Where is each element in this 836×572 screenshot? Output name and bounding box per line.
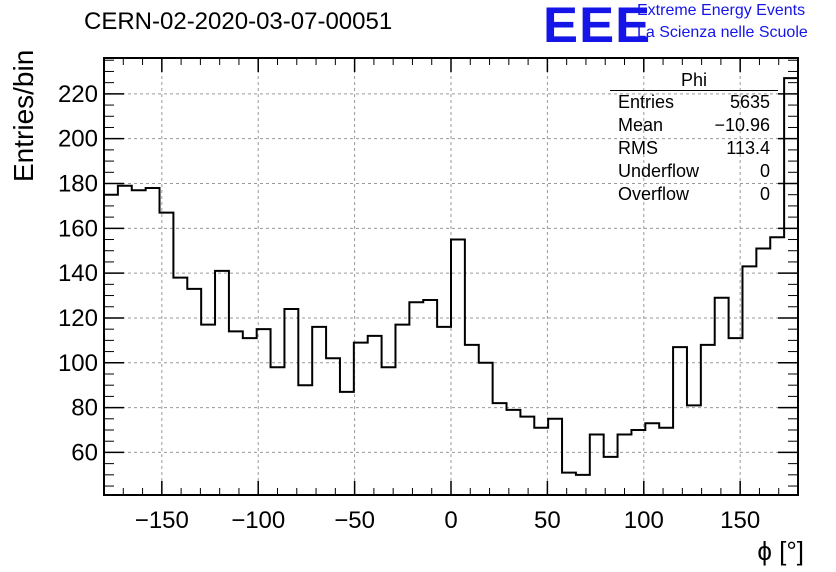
stats-row-overflow: Overflow 0: [610, 183, 778, 206]
y-axis-ticks: 60 80 100 120 140 160 180 200 220: [58, 59, 798, 487]
stats-box: Phi Entries 5635 Mean −10.96 RMS 113.4 U…: [610, 70, 778, 206]
stats-label: Entries: [618, 92, 675, 112]
y-tick-label: 60: [71, 439, 98, 466]
y-tick-label: 140: [58, 260, 98, 287]
stats-label: RMS: [618, 138, 658, 158]
x-tick-label: −150: [135, 507, 189, 534]
stats-name: Phi: [610, 70, 778, 91]
x-tick-label: −50: [334, 507, 375, 534]
y-tick-label: 160: [58, 215, 98, 242]
y-tick-label: 100: [58, 350, 98, 377]
stats-value: 0: [759, 184, 770, 204]
stats-row-rms: RMS 113.4: [610, 137, 778, 160]
logo-line-1: Extreme Energy Events: [637, 2, 806, 19]
x-axis-ticks: −150 −100 −50 0 50 100 150: [103, 58, 799, 534]
y-tick-label: 80: [71, 395, 98, 422]
stats-value: 0: [759, 161, 770, 181]
stats-value: 113.4: [726, 138, 770, 158]
y-tick-label: 220: [58, 81, 98, 108]
stats-row-mean: Mean −10.96: [610, 114, 778, 137]
x-tick-label: −100: [231, 507, 285, 534]
stats-row-entries: Entries 5635: [610, 91, 778, 114]
x-tick-label: 0: [444, 507, 457, 534]
y-tick-label: 180: [58, 170, 98, 197]
plot-frame: [103, 57, 799, 496]
grid-lines: [104, 58, 798, 495]
chart-title: CERN-02-2020-03-07-00051: [84, 8, 393, 35]
stats-row-underflow: Underflow 0: [610, 160, 778, 183]
logo-line-2: La Scienza nelle Scuole: [637, 24, 808, 41]
y-tick-label: 120: [58, 305, 98, 332]
stats-label: Mean: [618, 115, 664, 135]
x-tick-label: 150: [720, 507, 760, 534]
x-tick-label: 100: [624, 507, 664, 534]
histogram-line: [103, 77, 798, 495]
x-axis-label: ϕ [°]: [757, 536, 804, 566]
stats-value: 5635: [729, 92, 770, 112]
y-axis-label: Entries/bin: [8, 49, 39, 182]
eee-logo: EEE: [543, 0, 652, 53]
stats-label: Underflow: [618, 161, 700, 181]
y-tick-label: 200: [58, 126, 98, 153]
x-tick-label: 50: [534, 507, 561, 534]
stats-label: Overflow: [618, 184, 690, 204]
stats-value: −10.96: [714, 115, 770, 135]
